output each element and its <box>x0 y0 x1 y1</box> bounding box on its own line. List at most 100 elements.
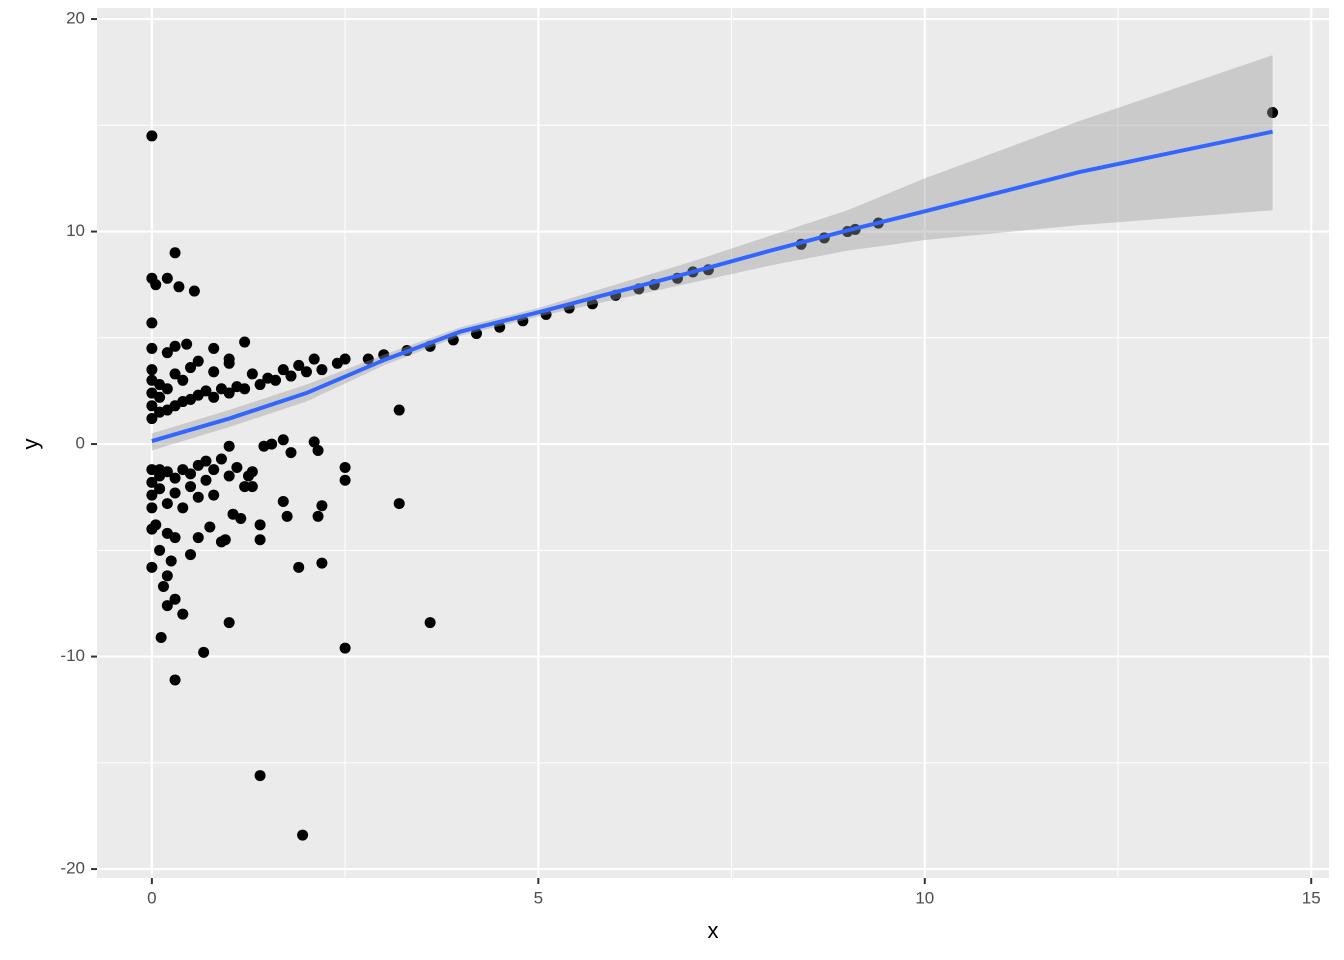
point <box>470 328 482 340</box>
point <box>169 340 181 352</box>
point <box>192 355 204 367</box>
point <box>208 342 220 354</box>
point <box>169 487 181 499</box>
point <box>254 379 266 391</box>
point <box>312 444 324 456</box>
point <box>239 383 251 395</box>
point <box>277 495 289 507</box>
point <box>181 338 193 350</box>
point <box>146 317 158 329</box>
point <box>200 385 212 397</box>
point <box>285 447 297 459</box>
smooth-line <box>151 129 1273 444</box>
point <box>177 502 189 514</box>
point <box>192 532 204 544</box>
point <box>239 481 251 493</box>
point <box>266 438 278 450</box>
point <box>223 440 235 452</box>
x-axis-title: x <box>708 918 719 943</box>
point <box>293 359 305 371</box>
point <box>165 555 177 567</box>
point <box>200 455 212 467</box>
point <box>223 353 235 365</box>
point <box>339 474 351 486</box>
point <box>204 521 216 533</box>
point <box>208 464 220 476</box>
confidence-band <box>151 55 1273 451</box>
point <box>177 374 189 386</box>
point <box>161 570 173 582</box>
point <box>155 631 167 643</box>
point <box>192 491 204 503</box>
point <box>154 391 166 403</box>
point <box>185 481 197 493</box>
point <box>297 829 309 841</box>
point <box>185 362 197 374</box>
point <box>161 272 173 284</box>
point <box>150 279 162 291</box>
point <box>169 247 181 259</box>
point <box>215 453 227 465</box>
point <box>161 527 173 539</box>
point <box>154 483 166 495</box>
point <box>246 481 258 493</box>
point <box>161 600 173 612</box>
point <box>215 536 227 548</box>
point <box>300 366 312 378</box>
point <box>316 364 328 376</box>
point <box>331 357 343 369</box>
point <box>277 364 289 376</box>
point <box>239 336 251 348</box>
y-tick-label: -10 <box>60 646 85 665</box>
point <box>169 593 181 605</box>
point <box>150 519 162 531</box>
point <box>223 617 235 629</box>
point <box>169 472 181 484</box>
point <box>146 364 158 376</box>
point <box>254 534 266 546</box>
point <box>308 436 320 448</box>
point <box>173 281 185 293</box>
point <box>200 474 212 486</box>
point <box>185 549 197 561</box>
point <box>154 464 166 476</box>
point <box>254 770 266 782</box>
x-tick-label: 0 <box>147 888 156 907</box>
point <box>146 342 158 354</box>
point <box>223 387 235 399</box>
point <box>169 674 181 686</box>
point <box>161 347 173 359</box>
point <box>161 498 173 510</box>
x-tick-label: 15 <box>1302 888 1321 907</box>
point <box>270 374 282 386</box>
point <box>281 510 293 522</box>
point <box>362 353 374 365</box>
point <box>586 298 598 310</box>
point <box>198 646 210 658</box>
y-tick-label: -20 <box>60 859 85 878</box>
point <box>188 285 200 297</box>
point <box>235 512 247 524</box>
point <box>146 130 158 142</box>
point <box>146 489 158 501</box>
point <box>208 489 220 501</box>
point <box>339 642 351 654</box>
point <box>157 580 169 592</box>
y-tick-label: 10 <box>66 221 85 240</box>
point <box>161 383 173 395</box>
point <box>393 498 405 510</box>
point <box>154 544 166 556</box>
point <box>339 461 351 473</box>
point <box>285 370 297 382</box>
y-axis-title: y <box>18 439 43 450</box>
point <box>185 468 197 480</box>
point <box>177 608 189 620</box>
point <box>312 510 324 522</box>
point <box>424 617 436 629</box>
point <box>146 561 158 573</box>
point <box>254 519 266 531</box>
y-tick-label: 20 <box>66 9 85 28</box>
point <box>169 368 181 380</box>
x-tick-label: 10 <box>915 888 934 907</box>
